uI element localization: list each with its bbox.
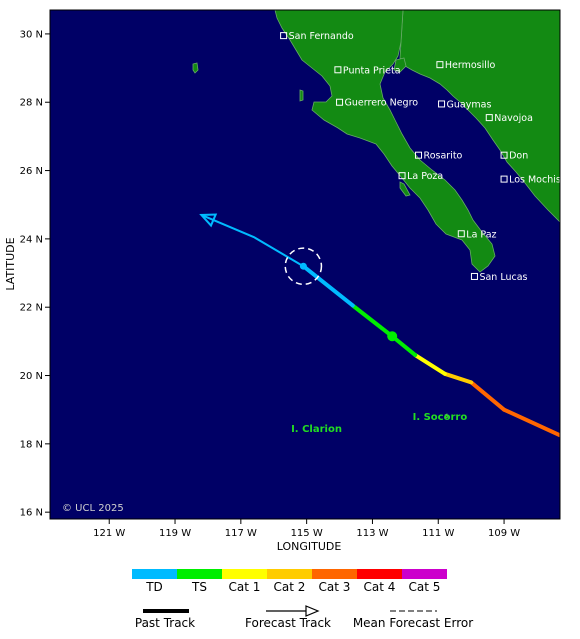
- forecast-track-line: [200, 214, 304, 268]
- current-position-marker: [299, 262, 307, 270]
- city-marker: [398, 172, 406, 180]
- city-label: La Paz: [466, 229, 496, 240]
- city-marker: [436, 61, 444, 69]
- magdalena-island: [399, 181, 411, 197]
- island-labels-layer: I. Clarion I. Socorro: [291, 412, 467, 435]
- forecast-track-label: Forecast Track: [245, 616, 331, 630]
- past-track-segment: [469, 380, 507, 412]
- past-track-segment: [301, 264, 355, 308]
- city-marker: [336, 98, 344, 106]
- legend-swatch-td: [132, 569, 177, 579]
- y-tick-label: 30 N: [20, 29, 43, 40]
- y-tick-label: 24 N: [20, 234, 43, 245]
- legend-swatch-cat1: [222, 569, 267, 579]
- x-tick-label: 115 W: [291, 528, 323, 539]
- legend-label-cat1: Cat 1: [229, 580, 261, 594]
- x-tick-label: 117 W: [225, 528, 257, 539]
- cedros-island: [299, 89, 304, 102]
- city-label: Navojoa: [494, 113, 533, 124]
- x-tick-label: 113 W: [356, 528, 388, 539]
- legend-forecast-track: Forecast Track: [245, 605, 331, 630]
- guadalupe-island: [192, 62, 199, 74]
- y-tick-label: 26 N: [20, 166, 43, 177]
- y-tick-label: 28 N: [20, 98, 43, 109]
- city-marker: [485, 114, 493, 122]
- legend-label-cat2: Cat 2: [274, 580, 306, 594]
- city-marker: [500, 175, 508, 183]
- city-label: San Lucas: [479, 272, 527, 283]
- legend-swatch-cat3: [312, 569, 357, 579]
- mean-forecast-error-circle: [284, 247, 323, 286]
- x-axis-title: LONGITUDE: [277, 540, 342, 553]
- axes-layer: 121 W 119 W 117 W 115 W 113 W 111 W 109 W 30 N 2…: [20, 29, 521, 539]
- intensity-legend: TD TS Cat 1 Cat 2 Cat 3 Cat 4 Cat 5: [132, 569, 447, 594]
- city-marker: [457, 230, 465, 238]
- legend-label-td: TD: [145, 580, 163, 594]
- city-label: Guaymas: [447, 99, 492, 110]
- city-label: La Poza: [407, 171, 443, 182]
- mean-error-label: Mean Forecast Error: [353, 616, 473, 630]
- y-axis-title: LATITUDE: [4, 237, 17, 290]
- past-track-segment: [350, 303, 395, 339]
- x-tick-label: 121 W: [93, 528, 125, 539]
- past-track-segment: [413, 353, 447, 376]
- city-label: San Fernando: [289, 31, 354, 42]
- city-marker: [470, 272, 478, 280]
- legend-past-track: Past Track: [135, 609, 195, 630]
- mainland-mexico: [399, 10, 560, 223]
- city-marker: [334, 66, 342, 74]
- tropical-storm-marker: [387, 331, 398, 342]
- legend-swatch-ts: [177, 569, 222, 579]
- copyright-label: © UCL 2025: [62, 503, 124, 514]
- island-label: I. Socorro: [413, 412, 468, 423]
- plot-frame: [49, 9, 561, 520]
- legend-swatch-cat2: [267, 569, 312, 579]
- x-tick-label: 119 W: [159, 528, 191, 539]
- forecast-arrow-icon: [305, 605, 320, 617]
- baja-california: [274, 10, 496, 273]
- legend-swatch-cat4: [357, 569, 402, 579]
- city-label: Hermosillo: [445, 60, 496, 71]
- island-label: I. Clarion: [291, 424, 342, 435]
- city-marker: [415, 151, 423, 159]
- past-track-segment: [442, 371, 474, 385]
- legend-label-cat4: Cat 4: [364, 580, 396, 594]
- city-label: Punta Prieta: [343, 65, 401, 76]
- past-track-label: Past Track: [135, 616, 195, 630]
- city-marker: [438, 100, 446, 108]
- city-marker: [500, 151, 508, 159]
- legend-swatch-cat5: [402, 569, 447, 579]
- legend-label-cat5: Cat 5: [409, 580, 441, 594]
- y-tick-label: 20 N: [20, 371, 43, 382]
- legend-label-cat3: Cat 3: [319, 580, 351, 594]
- legend-mean-error: Mean Forecast Error: [353, 610, 473, 630]
- x-tick-label: 109 W: [488, 528, 520, 539]
- socorro-island: [444, 413, 449, 419]
- x-tick-label: 111 W: [422, 528, 454, 539]
- y-tick-label: 18 N: [20, 439, 43, 450]
- plot-layer: San Fernando Punta Prieta Hermosillo Guerre…: [62, 10, 561, 514]
- city-label: Rosarito: [424, 151, 463, 162]
- forecast-arrow-icon: [199, 213, 218, 228]
- y-tick-label: 16 N: [20, 508, 43, 519]
- cities-layer: San Fernando Punta Prieta Hermosillo Guerre…: [280, 31, 561, 283]
- city-label: Don: [509, 151, 528, 162]
- city-label: Los Mochis: [509, 175, 561, 186]
- city-marker: [280, 32, 288, 40]
- legend-label-ts: TS: [191, 580, 207, 594]
- storm-track-layer: [199, 213, 560, 438]
- past-track-segment: [502, 407, 560, 438]
- tiburon-island: [393, 57, 407, 73]
- y-tick-label: 22 N: [20, 303, 43, 314]
- city-label: Guerrero Negro: [345, 98, 419, 109]
